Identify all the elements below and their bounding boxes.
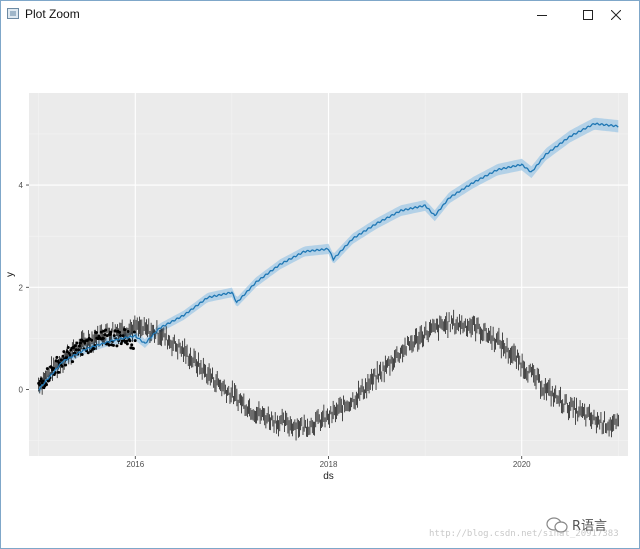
x-tick-label: 2018 <box>320 460 338 469</box>
observed-point <box>107 343 111 347</box>
observed-point <box>115 344 119 348</box>
minimize-icon <box>537 14 547 16</box>
observed-point <box>77 348 81 352</box>
observed-point <box>41 379 45 383</box>
axes: 0 2 4 2016 2018 2020 <box>19 181 532 469</box>
observed-point <box>61 354 65 358</box>
close-button[interactable] <box>593 1 639 28</box>
window-title: Plot Zoom <box>25 7 80 21</box>
observed-point <box>80 353 84 357</box>
observed-point <box>111 343 115 347</box>
observed-point <box>118 330 122 334</box>
observed-point <box>126 329 130 333</box>
observed-point <box>68 353 72 357</box>
observed-point <box>99 330 103 334</box>
observed-point <box>57 370 61 374</box>
observed-point <box>39 377 43 381</box>
observed-point <box>51 367 55 371</box>
wechat-brand-label: R语言 <box>572 519 608 534</box>
observed-point <box>60 364 64 368</box>
observed-point <box>62 350 66 354</box>
observed-point <box>105 334 109 338</box>
observed-point <box>125 342 129 346</box>
observed-point <box>103 333 107 337</box>
observed-point <box>130 343 134 347</box>
observed-point <box>89 349 93 353</box>
observed-point <box>119 342 123 346</box>
forecast-series <box>38 122 619 391</box>
observed-point <box>75 341 79 345</box>
observed-point <box>86 351 90 355</box>
observed-point <box>78 341 82 345</box>
wechat-icon <box>546 516 568 533</box>
maximize-button[interactable] <box>565 1 611 28</box>
y-tick-label: 0 <box>19 386 24 395</box>
observed-point <box>133 339 137 343</box>
window-app-icon <box>7 8 19 19</box>
observed-points <box>37 327 137 390</box>
observed-point <box>118 333 122 337</box>
observed-point <box>121 334 125 338</box>
observed-point <box>92 347 96 351</box>
observed-point <box>64 363 68 367</box>
observed-point <box>90 338 94 342</box>
observed-point <box>131 347 135 351</box>
watermark-url: http://blog.csdn.net/sinat_20917383 <box>429 529 619 539</box>
observed-point <box>71 360 75 364</box>
uncertainty-band-area <box>38 117 619 394</box>
minimize-button[interactable] <box>519 1 565 28</box>
y-axis-label: y <box>5 272 16 277</box>
observed-point <box>66 346 70 350</box>
observed-point <box>132 330 136 334</box>
observed-point <box>94 330 98 334</box>
observed-point <box>128 339 132 343</box>
observed-point <box>113 329 117 333</box>
observed-point <box>85 339 89 343</box>
grid-lines <box>29 93 628 456</box>
observed-point <box>55 355 59 359</box>
observed-point <box>74 348 78 352</box>
prophet-forecast-chart: 0 2 4 2016 2018 2020 ds y <box>5 93 628 482</box>
observed-point <box>109 330 113 334</box>
observed-point <box>123 327 127 331</box>
observed-point <box>83 341 87 345</box>
forecast-line <box>38 122 619 391</box>
x-tick-label: 2016 <box>126 460 144 469</box>
observed-point <box>104 328 108 332</box>
observed-point <box>73 344 77 348</box>
observed-point <box>45 367 49 371</box>
x-tick-label: 2020 <box>513 460 531 469</box>
observed-point <box>56 359 60 363</box>
observed-point <box>59 358 63 362</box>
observed-point <box>112 334 116 338</box>
observed-point <box>101 336 105 340</box>
observed-point <box>124 339 128 343</box>
wechat-watermark: R语言 <box>546 515 607 534</box>
x-axis-label: ds <box>323 471 334 482</box>
close-icon <box>611 9 621 20</box>
y-tick-label: 2 <box>19 283 24 292</box>
observed-point <box>64 356 68 360</box>
maximize-icon <box>583 9 593 20</box>
observed-point <box>81 339 85 343</box>
y-tick-label: 4 <box>19 181 24 190</box>
observed-point <box>44 383 48 387</box>
observed-point <box>78 344 82 348</box>
title-bar[interactable]: Plot Zoom <box>1 1 639 28</box>
observed-point <box>38 383 42 387</box>
uncertainty-band <box>38 117 619 394</box>
